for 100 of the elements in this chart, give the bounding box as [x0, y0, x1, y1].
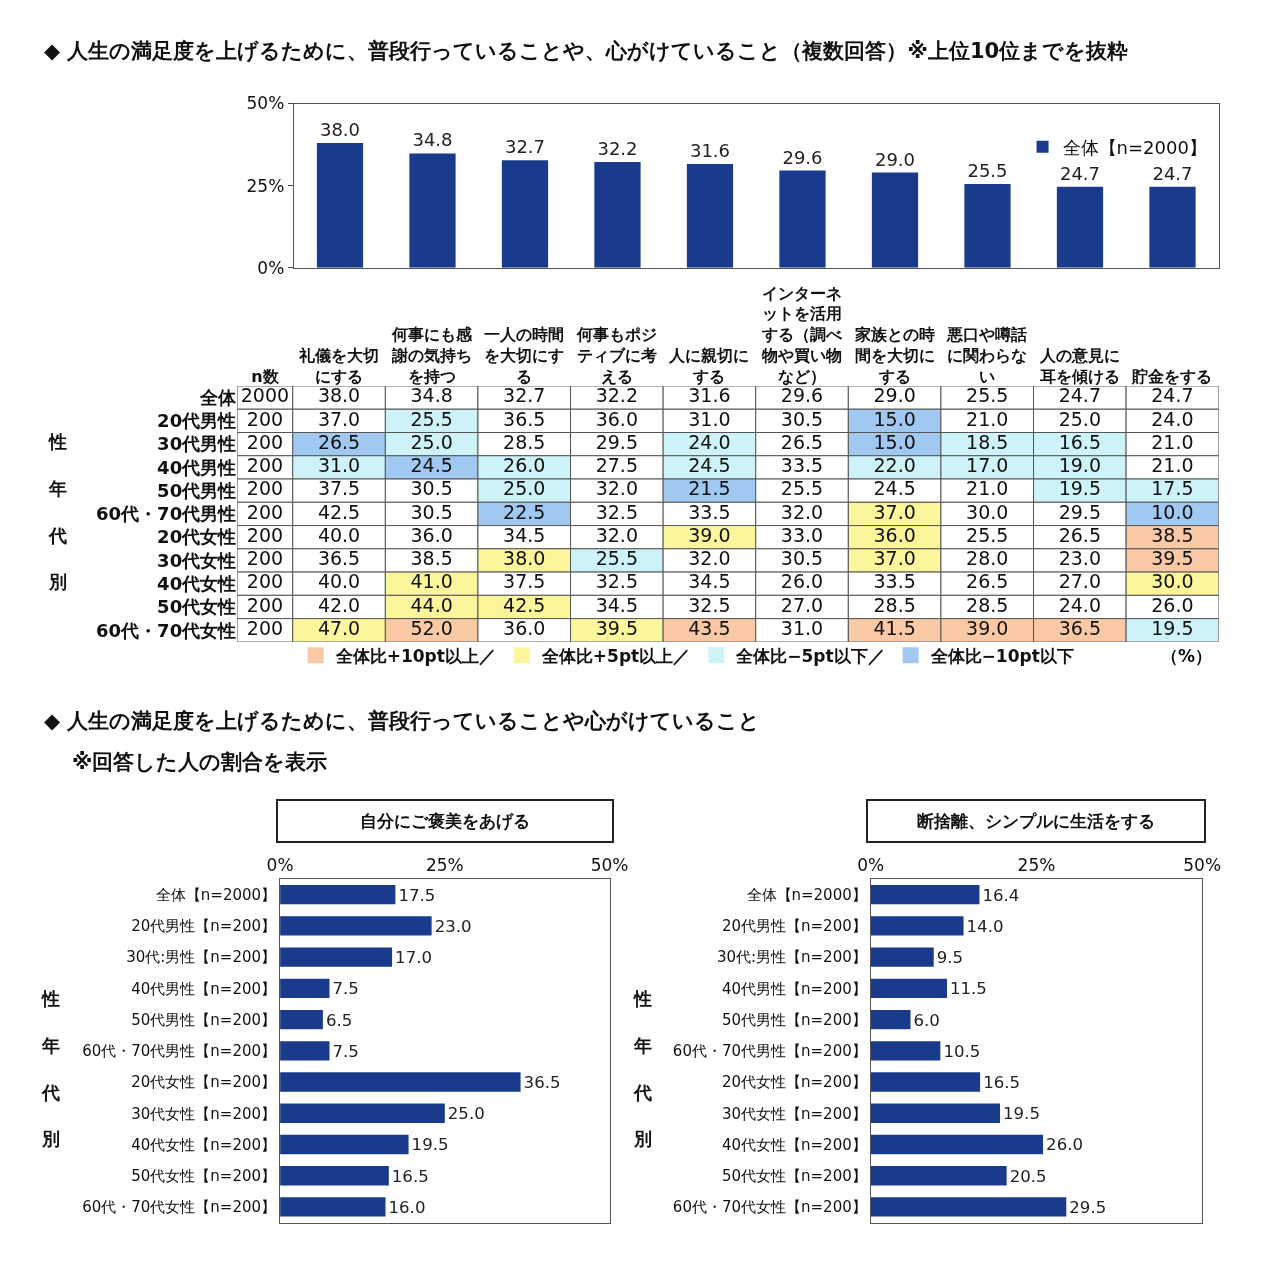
y-tick-label: 40代男性【n=200】 — [721, 979, 867, 998]
y-tick-label: 全体【n=2000】 — [155, 885, 277, 904]
data-label: 31.0 — [688, 407, 731, 430]
x-tick-label: 人の意見に耳を傾ける — [1038, 345, 1120, 386]
y-tick-label: 60代・70代男性【n=200】 — [82, 1042, 277, 1061]
data-label: 47.0 — [317, 616, 361, 639]
data-label: 21.0 — [966, 477, 1009, 500]
y-tick-label: 0% — [257, 257, 285, 278]
text: 性年代別 — [634, 988, 652, 1150]
bar — [280, 1009, 323, 1030]
y-tick-label: 50代男性【n=200】 — [131, 1010, 277, 1029]
data-label: 27.0 — [1058, 570, 1101, 593]
y-tick-label: 20代男性【n=200】 — [721, 917, 867, 936]
text: 24.7 — [1152, 162, 1193, 184]
y-tick-label: 25% — [246, 175, 285, 196]
data-label: 2000 — [240, 384, 290, 407]
x-tick-label: 貯金をする — [1131, 366, 1213, 386]
legend-label: 全体比−5pt以下／ — [735, 645, 885, 666]
data-label: 9.5 — [936, 948, 964, 968]
data-label: 20.5 — [1009, 1166, 1047, 1186]
x-tick-label: 一人の時間を大切にする — [484, 325, 565, 386]
x-tick-label: 悪口や噂話に関わらない — [946, 325, 1028, 386]
text: 34.8 — [412, 129, 453, 151]
data-label: 17.0 — [966, 454, 1009, 477]
data-label: 32.0 — [595, 477, 638, 500]
data-label: 26.0 — [780, 570, 824, 593]
bar — [280, 1041, 330, 1061]
y-tick-label: 30代女性【n=200】 — [131, 1104, 277, 1123]
text: 38.0 — [319, 118, 361, 140]
data-label: 14.0 — [966, 916, 1004, 936]
bar — [280, 884, 396, 905]
data-label: 25.5 — [966, 523, 1009, 546]
text: （%） — [1161, 646, 1213, 666]
data-label: 30.0 — [1151, 570, 1194, 593]
legend-label: 全体比−10pt以下 — [929, 645, 1074, 666]
data-label: 19.0 — [1058, 454, 1101, 477]
data-label: 24.7 — [1151, 384, 1194, 407]
data-label: 38.0 — [317, 384, 361, 407]
y-tick-label: 全体【n=2000】 — [746, 885, 867, 904]
data-label: 37.0 — [317, 407, 361, 430]
data-label: 32.0 — [688, 547, 731, 570]
data-label: 6.0 — [913, 1010, 940, 1030]
data-label: 200 — [246, 547, 284, 570]
y-tick-label: 60代・70代女性 — [96, 619, 237, 641]
data-label: 34.8 — [410, 384, 453, 407]
data-label: 29.5 — [595, 430, 638, 453]
data-label: 38.0 — [503, 547, 546, 570]
y-tick-label: 20代女性【n=200】 — [721, 1073, 867, 1092]
data-label: 28.0 — [966, 547, 1009, 570]
data-label: 30.5 — [410, 477, 453, 500]
y-tick-label: 20代男性【n=200】 — [131, 917, 277, 936]
data-label: 42.5 — [503, 593, 546, 616]
x-tick-label: n数 — [251, 366, 280, 386]
data-label: 33.5 — [873, 570, 916, 593]
data-label: 42.0 — [317, 593, 361, 616]
data-label: 24.7 — [1058, 384, 1101, 407]
data-label: 34.5 — [595, 593, 638, 616]
bar — [280, 1197, 386, 1217]
bar — [870, 1041, 941, 1061]
x-tick-label: 何事もポジティブに考える — [575, 325, 657, 386]
data-label: 24.5 — [410, 454, 453, 477]
bar — [870, 1197, 1067, 1217]
data-label: 17.0 — [395, 948, 433, 968]
bar — [870, 1134, 1044, 1155]
data-label: 10.5 — [943, 1041, 981, 1061]
data-label: 17.5 — [1151, 477, 1194, 500]
y-tick-label: 30代女性 — [157, 549, 237, 571]
data-label: 25.0 — [447, 1104, 485, 1124]
data-label: 36.5 — [523, 1073, 561, 1093]
bar — [779, 170, 826, 268]
data-label: 200 — [246, 454, 284, 477]
data-label: 38.5 — [410, 547, 453, 570]
data-label: 36.5 — [503, 407, 546, 430]
data-label: 26.0 — [1151, 593, 1194, 616]
data-label: 32.5 — [595, 570, 638, 593]
data-label: 42.5 — [317, 500, 361, 523]
data-label: 23.0 — [1058, 547, 1101, 570]
data-label: 30.5 — [410, 500, 453, 523]
data-label: 200 — [246, 500, 284, 523]
bar — [1149, 186, 1196, 268]
data-label: 38.5 — [1151, 523, 1194, 546]
bar — [280, 916, 432, 936]
data-label: 11.5 — [949, 979, 987, 999]
data-label: 22.5 — [503, 500, 546, 523]
data-label: 39.0 — [688, 523, 731, 546]
data-label: 15.0 — [873, 407, 916, 430]
bar — [280, 1072, 521, 1092]
data-label: 21.0 — [1151, 454, 1194, 477]
data-label: 39.5 — [1151, 547, 1194, 570]
data-label: 23.0 — [434, 916, 472, 936]
data-label: 29.0 — [873, 384, 916, 407]
x-tick-label: 人に親切にする — [668, 345, 750, 386]
data-label: 24.0 — [688, 430, 731, 453]
data-label: 32.7 — [503, 384, 546, 407]
text: 性年代別 — [42, 988, 60, 1150]
data-label: 37.0 — [873, 547, 916, 570]
legend-label: 全体比+10pt以上／ — [334, 645, 496, 666]
data-label: 6.5 — [325, 1010, 353, 1030]
bar — [870, 947, 934, 967]
text: 31.6 — [689, 139, 731, 161]
